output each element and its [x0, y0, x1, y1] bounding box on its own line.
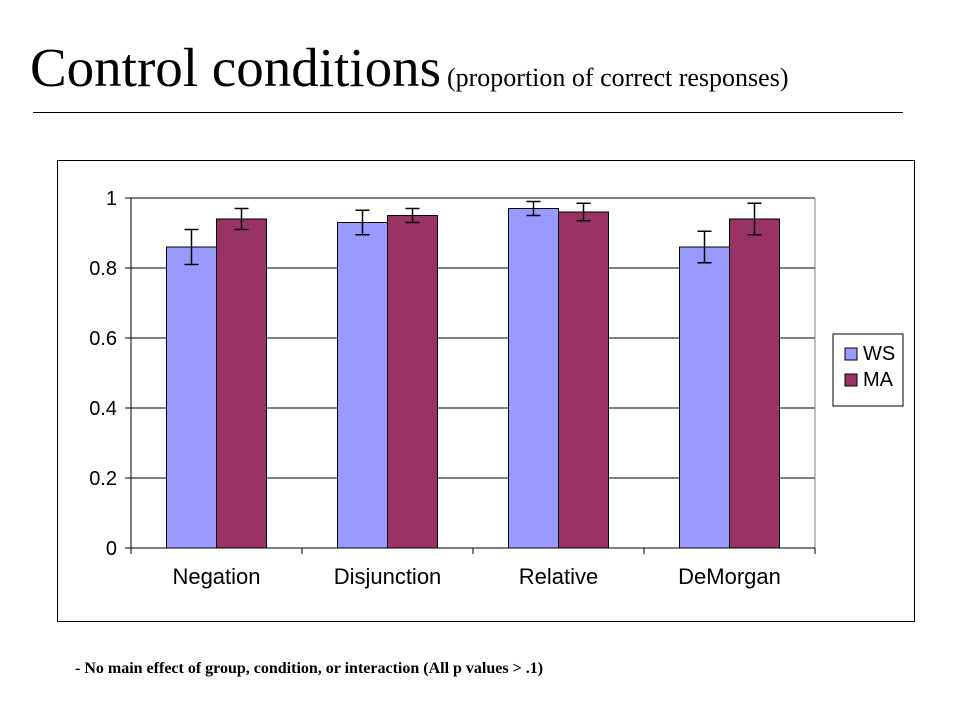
- footnote: - No main effect of group, condition, or…: [75, 660, 544, 677]
- bar-ws-disjunction: [337, 222, 388, 549]
- slide-title: Control conditions (proportion of correct…: [30, 40, 788, 95]
- x-tick-label-disjunction: Disjunction: [334, 564, 442, 589]
- legend-swatch-ma: [844, 373, 858, 387]
- title-divider: [33, 112, 903, 113]
- x-tick-label-demorgan: DeMorgan: [678, 564, 781, 589]
- y-tick-label: 0: [106, 538, 117, 560]
- y-tick-label: 0.2: [89, 468, 117, 490]
- slide-title-subtitle: (proportion of correct responses): [446, 63, 789, 92]
- chart-container: 0 0.2 0.4 0.6 0.8 1 Negation Disjunction Relativ…: [57, 160, 915, 622]
- y-tick-label: 0.8: [89, 258, 117, 280]
- bar-ws-relative: [508, 208, 559, 549]
- bar-ma-negation: [216, 218, 267, 549]
- slide-title-main: Control conditions: [30, 37, 441, 98]
- bar-chart: 0 0.2 0.4 0.6 0.8 1 Negation Disjunction Relativ…: [57, 160, 915, 622]
- bar-ws-demorgan: [679, 246, 730, 549]
- legend-label-ws: WS: [863, 343, 895, 365]
- legend-box: [832, 333, 904, 407]
- x-tick-label-negation: Negation: [172, 564, 260, 589]
- legend-swatch-ws: [844, 347, 858, 361]
- bar-ma-disjunction: [387, 215, 438, 549]
- x-tick-label-relative: Relative: [519, 564, 598, 589]
- y-tick-label: 0.4: [89, 398, 117, 420]
- bar-ma-relative: [558, 211, 609, 549]
- legend-label-ma: MA: [863, 369, 894, 391]
- y-tick-label: 1: [106, 188, 117, 210]
- bar-ws-negation: [166, 246, 217, 549]
- y-tick-label: 0.6: [89, 328, 117, 350]
- bar-ma-demorgan: [729, 218, 780, 549]
